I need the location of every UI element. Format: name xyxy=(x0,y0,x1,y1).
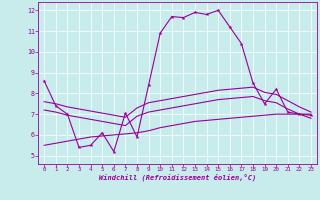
X-axis label: Windchill (Refroidissement éolien,°C): Windchill (Refroidissement éolien,°C) xyxy=(99,174,256,181)
